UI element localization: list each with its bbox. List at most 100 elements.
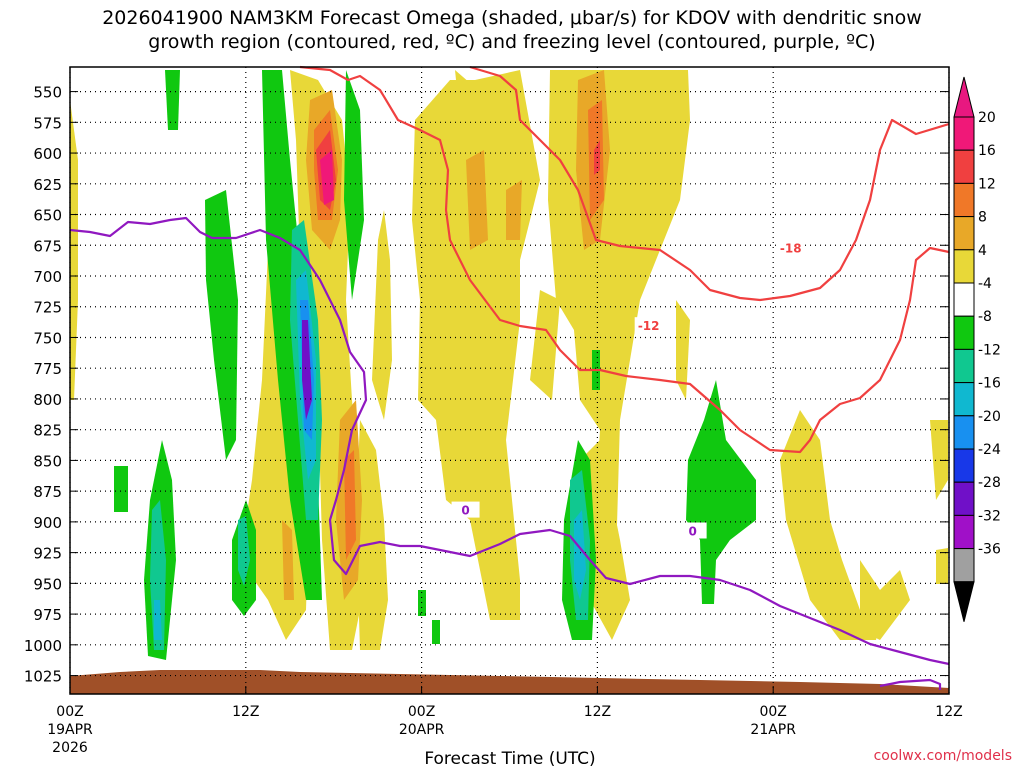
date-label-0: 19APR <box>47 722 93 738</box>
shade-yellow-o <box>676 300 690 400</box>
ytick-label-625: 625 <box>33 176 62 194</box>
ytick-label-550: 550 <box>33 84 62 102</box>
date-label-1: 20APR <box>399 722 445 738</box>
ytick-label-600: 600 <box>33 145 62 163</box>
shade-yellow-g <box>530 290 560 400</box>
colorbar-label-0: 20 <box>978 110 996 126</box>
ytick-label-1025: 1025 <box>24 668 62 686</box>
contour-label-red-0-bg <box>776 239 805 256</box>
shade-cyan-d <box>574 510 586 600</box>
colorbar-label-13: -36 <box>978 542 1001 558</box>
date-label-2: 21APR <box>750 722 796 738</box>
colorbar-swatch-4 <box>953 249 975 284</box>
contour-label-red-1-bg <box>634 317 663 334</box>
ytick-label-725: 725 <box>33 299 62 317</box>
terrain-surface <box>70 670 949 694</box>
colorbar-label-11: -28 <box>978 475 1001 491</box>
shade-mag-a <box>320 150 334 205</box>
contour-label-red-0: -18 <box>780 242 802 256</box>
xtick-label-5: 12Z <box>935 704 962 720</box>
colorbar-label-3: 8 <box>978 210 987 226</box>
contour-label-purple-1: 0 <box>688 524 696 538</box>
shade-teal-c <box>238 516 250 586</box>
contour-label-purple-0: 0 <box>461 504 469 518</box>
shade-yellow-l <box>860 560 910 640</box>
chart-title-line2: growth region (contoured, red, ºC) and f… <box>148 31 875 53</box>
colorbar-swatch-9 <box>953 415 975 450</box>
colorbar-swatch-11 <box>953 481 975 516</box>
ytick-label-900: 900 <box>33 514 62 532</box>
ytick-label-800: 800 <box>33 391 62 409</box>
ytick-label-850: 850 <box>33 452 62 470</box>
shade-yellow-k <box>780 410 880 640</box>
shade-green-d <box>114 466 128 512</box>
shade-yellow-n <box>936 548 948 584</box>
year-label-0: 2026 <box>52 740 88 756</box>
colorbar: 20 16 12 8 4 -4 -8 -12 -16 -20 -24 -28 -32 -36 <box>953 76 1001 622</box>
shade-green-g <box>344 70 364 300</box>
shade-green-l <box>686 380 756 604</box>
shade-yellow-c <box>372 210 392 420</box>
colorbar-label-8: -16 <box>978 376 1001 392</box>
xtick-label-0: 00Z <box>56 704 83 720</box>
ytick-label-825: 825 <box>33 422 62 440</box>
colorbar-swatch-0 <box>953 116 975 151</box>
terrain-fill <box>70 670 949 694</box>
shade-yellow-i <box>598 300 620 440</box>
contour-label-red-1: -12 <box>638 319 660 333</box>
colorbar-top-arrow <box>953 76 975 118</box>
pressure-axis: 550 575 600 625 650 675 700 725 750 775 800 825 850 8… <box>24 84 949 686</box>
x-axis-title: Forecast Time (UTC) <box>424 749 595 768</box>
temperature-contours: -18 -12 0 0 <box>69 65 950 690</box>
contour-label-purple-0-bg <box>451 501 480 518</box>
ytick-label-750: 750 <box>33 329 62 347</box>
ytick-label-975: 975 <box>33 606 62 624</box>
shade-yellow-left <box>70 100 78 400</box>
ytick-label-925: 925 <box>33 545 62 563</box>
shade-gold-f <box>506 180 522 240</box>
shade-green-i <box>432 620 440 644</box>
colorbar-swatch-10 <box>953 448 975 483</box>
colorbar-label-2: 12 <box>978 176 996 192</box>
xtick-label-2: 00Z <box>408 704 435 720</box>
colorbar-label-5: -4 <box>978 276 992 292</box>
colorbar-label-9: -20 <box>978 409 1001 425</box>
shade-green-a <box>165 70 180 130</box>
colorbar-swatch-1 <box>953 149 975 184</box>
contour-red-lower <box>469 65 950 302</box>
ytick-label-950: 950 <box>33 575 62 593</box>
ytick-label-875: 875 <box>33 483 62 501</box>
colorbar-swatch-12 <box>953 514 975 550</box>
colorbar-label-12: -32 <box>978 508 1001 524</box>
xtick-label-4: 00Z <box>759 704 786 720</box>
colorbar-label-4: 4 <box>978 243 987 259</box>
contour-purple-surface <box>879 678 942 690</box>
ytick-label-675: 675 <box>33 237 62 255</box>
colorbar-bottom-arrow <box>953 581 975 622</box>
contour-label-purple-1-bg <box>678 522 707 539</box>
ytick-label-1000: 1000 <box>24 637 62 655</box>
credit-text: coolwx.com/models <box>874 748 1012 764</box>
contour-red-upper <box>299 65 950 454</box>
shade-cyan-b <box>154 600 162 640</box>
colorbar-swatch-8 <box>953 382 975 417</box>
colorbar-swatch-6 <box>953 315 975 350</box>
shade-yellow-m <box>930 420 948 500</box>
colorbar-label-7: -12 <box>978 342 1001 358</box>
chart-title-line1: 2026041900 NAM3KM Forecast Omega (shaded… <box>102 7 922 29</box>
colorbar-swatch-7 <box>953 348 975 384</box>
ytick-label-575: 575 <box>33 114 62 132</box>
ytick-label-650: 650 <box>33 207 62 225</box>
shade-green-b <box>205 190 238 460</box>
ytick-label-775: 775 <box>33 360 62 378</box>
shade-yellow-d <box>356 420 388 650</box>
colorbar-label-10: -24 <box>978 442 1001 458</box>
ytick-label-700: 700 <box>33 268 62 286</box>
colorbar-label-6: -8 <box>978 309 992 325</box>
plot-frame <box>69 66 950 695</box>
shade-gold-c <box>282 520 294 600</box>
shade-purple-a <box>302 320 312 420</box>
date-labels: 19APR 2026 20APR 21APR <box>47 722 796 756</box>
xtick-label-1: 12Z <box>232 704 259 720</box>
